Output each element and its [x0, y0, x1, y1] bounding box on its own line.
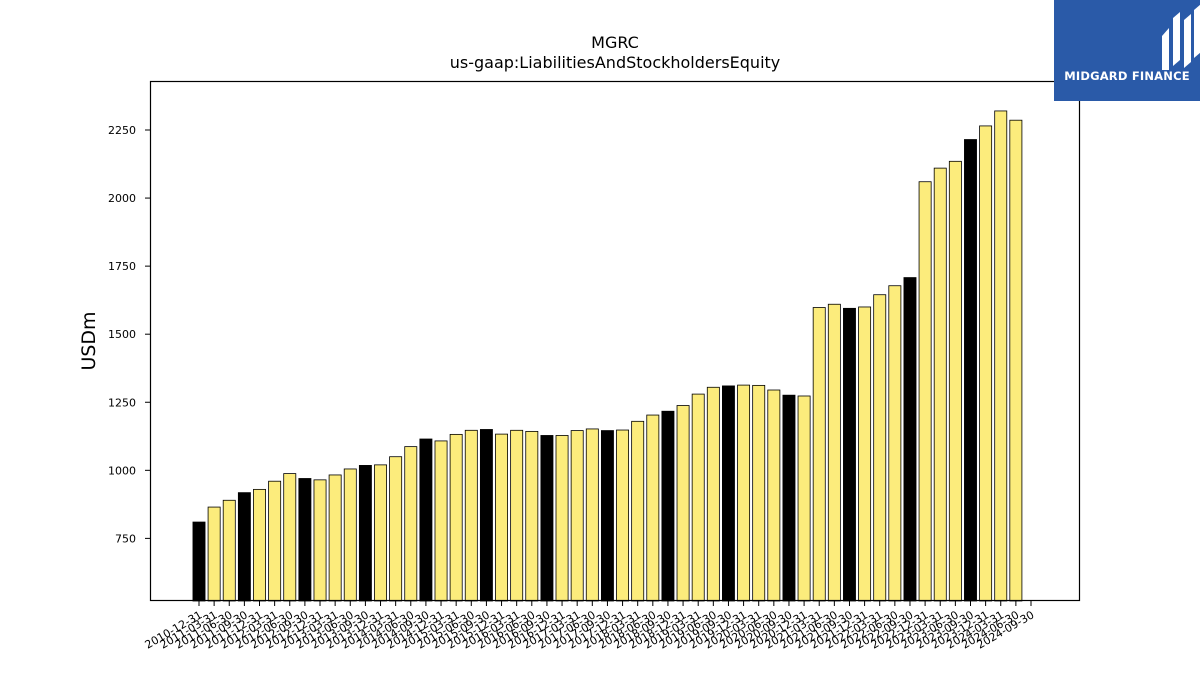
y-tick-label: 1500	[108, 328, 136, 341]
plot-frame	[149, 80, 1081, 602]
bar-2019-09-30	[722, 385, 735, 602]
y-tick-label: 1000	[108, 464, 136, 477]
bars-group	[192, 110, 1023, 602]
chart-subtitle: us-gaap:LiabilitiesAndStockholdersEquity	[450, 53, 781, 72]
bar-2020-03-31	[752, 384, 766, 602]
bar-2023-09-30	[964, 139, 977, 602]
bar-2021-06-30	[827, 303, 841, 602]
bar-2012-09-30	[298, 478, 312, 602]
bar-2011-06-30	[222, 499, 236, 602]
bar-2011-12-31	[253, 488, 266, 602]
bar-2018-03-31	[631, 420, 645, 602]
bar-2018-12-31	[676, 405, 690, 602]
bar-2016-03-31	[510, 429, 524, 602]
bar-2017-12-31	[616, 429, 630, 602]
x-axis: 2010-12-312011-03-312011-06-302011-09-30…	[143, 601, 1037, 652]
midgard-finance-logo: MIDGARD FINANCE	[1054, 0, 1200, 101]
bar-2019-03-31	[691, 393, 705, 602]
midgard-logo-icon	[1162, 4, 1200, 70]
bar-2016-06-30	[525, 430, 539, 602]
bar-2018-06-30	[646, 414, 660, 602]
bar-2019-06-30	[706, 386, 720, 602]
bar-2019-12-31	[737, 384, 751, 602]
bar-2017-03-31	[570, 430, 584, 602]
bar-2023-12-31	[979, 125, 993, 602]
bar-2022-03-31	[873, 294, 887, 602]
bar-2022-09-30	[903, 277, 917, 602]
bar-2020-06-30	[767, 389, 781, 602]
bar-2014-06-30	[404, 446, 418, 602]
bar-2021-09-30	[843, 307, 856, 602]
bar-2015-09-30	[479, 429, 493, 602]
bar-2015-06-30	[464, 429, 478, 602]
bar-2013-12-31	[374, 464, 387, 602]
bar-2017-09-30	[600, 430, 614, 602]
bar-2016-09-30	[540, 435, 554, 602]
bar-2020-09-30	[782, 394, 796, 602]
bar-2010-12-31	[192, 521, 206, 602]
y-tick-label: 2000	[108, 192, 136, 205]
bar-2011-09-30	[237, 492, 251, 602]
bar-2015-12-31	[495, 433, 508, 602]
bar-2020-12-31	[797, 395, 811, 602]
bar-2024-06-30	[1009, 119, 1023, 602]
bar-2012-12-31	[313, 479, 327, 602]
bar-2024-03-31	[994, 110, 1008, 602]
bar-2021-03-31	[812, 307, 826, 602]
bar-2023-06-30	[948, 160, 962, 602]
bar-2014-12-31	[434, 440, 448, 602]
y-axis-label: USDm	[78, 311, 100, 370]
bar-2015-03-31	[449, 433, 463, 602]
bar-2022-06-30	[888, 285, 902, 602]
bar-2016-12-31	[555, 435, 569, 602]
bar-2012-03-31	[268, 480, 282, 602]
bar-2021-12-31	[858, 306, 872, 602]
bar-2013-03-31	[328, 474, 342, 602]
y-tick-label: 1250	[108, 396, 136, 409]
logo-text: MIDGARD FINANCE	[1064, 69, 1190, 83]
bar-2014-03-31	[389, 456, 403, 602]
bar-2011-03-31	[207, 506, 221, 602]
bar-2012-06-30	[283, 473, 297, 602]
y-tick-label: 1750	[108, 260, 136, 273]
bar-2014-09-30	[419, 438, 433, 602]
y-axis: 750 1000 1250 1500 1750 2000 2250	[108, 124, 150, 545]
y-tick-label: 750	[115, 532, 136, 545]
y-tick-label: 2250	[108, 124, 136, 137]
bar-2022-12-31	[918, 181, 932, 602]
bar-2013-09-30	[358, 465, 372, 602]
bar-2017-06-30	[585, 428, 599, 602]
bar-2018-09-30	[661, 410, 675, 602]
chart-title: MGRC	[591, 33, 639, 52]
bar-2023-03-31	[933, 167, 947, 602]
bar-2013-06-30	[343, 468, 357, 602]
